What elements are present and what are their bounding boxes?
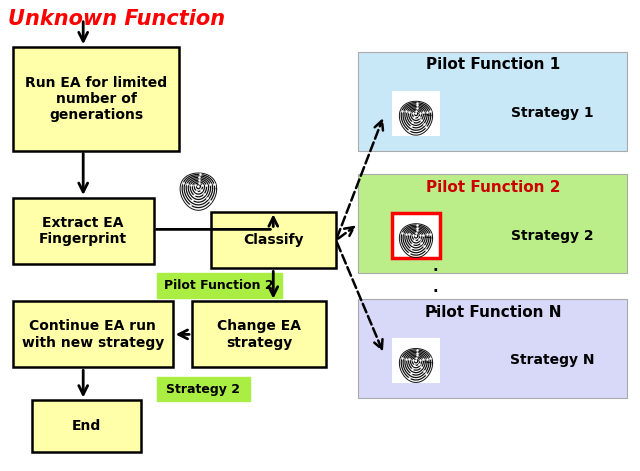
Text: End: End (72, 419, 101, 433)
FancyBboxPatch shape (358, 299, 627, 398)
FancyBboxPatch shape (157, 377, 250, 401)
FancyBboxPatch shape (13, 198, 154, 264)
FancyBboxPatch shape (392, 338, 440, 383)
Text: Strategy 2: Strategy 2 (511, 228, 593, 243)
FancyBboxPatch shape (192, 301, 326, 367)
FancyBboxPatch shape (392, 91, 440, 136)
Text: Pilot Function N: Pilot Function N (424, 305, 561, 320)
FancyBboxPatch shape (157, 273, 282, 298)
FancyBboxPatch shape (32, 400, 141, 452)
Text: Pilot Function 2: Pilot Function 2 (426, 180, 560, 195)
FancyBboxPatch shape (172, 162, 225, 211)
Text: Change EA
strategy: Change EA strategy (217, 319, 301, 349)
FancyBboxPatch shape (13, 301, 173, 367)
Text: Unknown Function: Unknown Function (8, 9, 225, 29)
Text: .
.
.: . . . (433, 259, 438, 316)
Text: Strategy 1: Strategy 1 (511, 106, 593, 120)
Text: Extract EA
Fingerprint: Extract EA Fingerprint (39, 216, 127, 246)
Text: Run EA for limited
number of
generations: Run EA for limited number of generations (25, 76, 167, 122)
FancyBboxPatch shape (392, 213, 440, 258)
Text: Continue EA run
with new strategy: Continue EA run with new strategy (22, 319, 164, 349)
Text: Strategy N: Strategy N (509, 353, 594, 367)
Text: Pilot Function 1: Pilot Function 1 (426, 57, 560, 73)
FancyBboxPatch shape (211, 212, 336, 268)
FancyBboxPatch shape (13, 47, 179, 151)
Text: Strategy 2: Strategy 2 (166, 382, 240, 396)
FancyBboxPatch shape (358, 52, 627, 151)
Text: Pilot Function 2: Pilot Function 2 (164, 279, 274, 292)
FancyBboxPatch shape (358, 174, 627, 273)
Text: Classify: Classify (243, 233, 304, 247)
